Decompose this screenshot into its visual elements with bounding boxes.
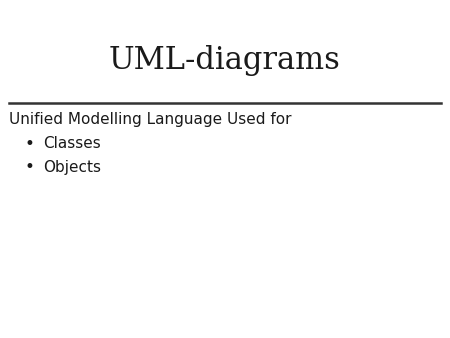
Text: •: • — [25, 158, 35, 176]
Text: •: • — [25, 135, 35, 153]
Text: Objects: Objects — [43, 160, 101, 175]
Text: Classes: Classes — [43, 136, 100, 151]
Text: UML-diagrams: UML-diagrams — [109, 45, 341, 76]
Text: Unified Modelling Language Used for: Unified Modelling Language Used for — [9, 113, 292, 127]
